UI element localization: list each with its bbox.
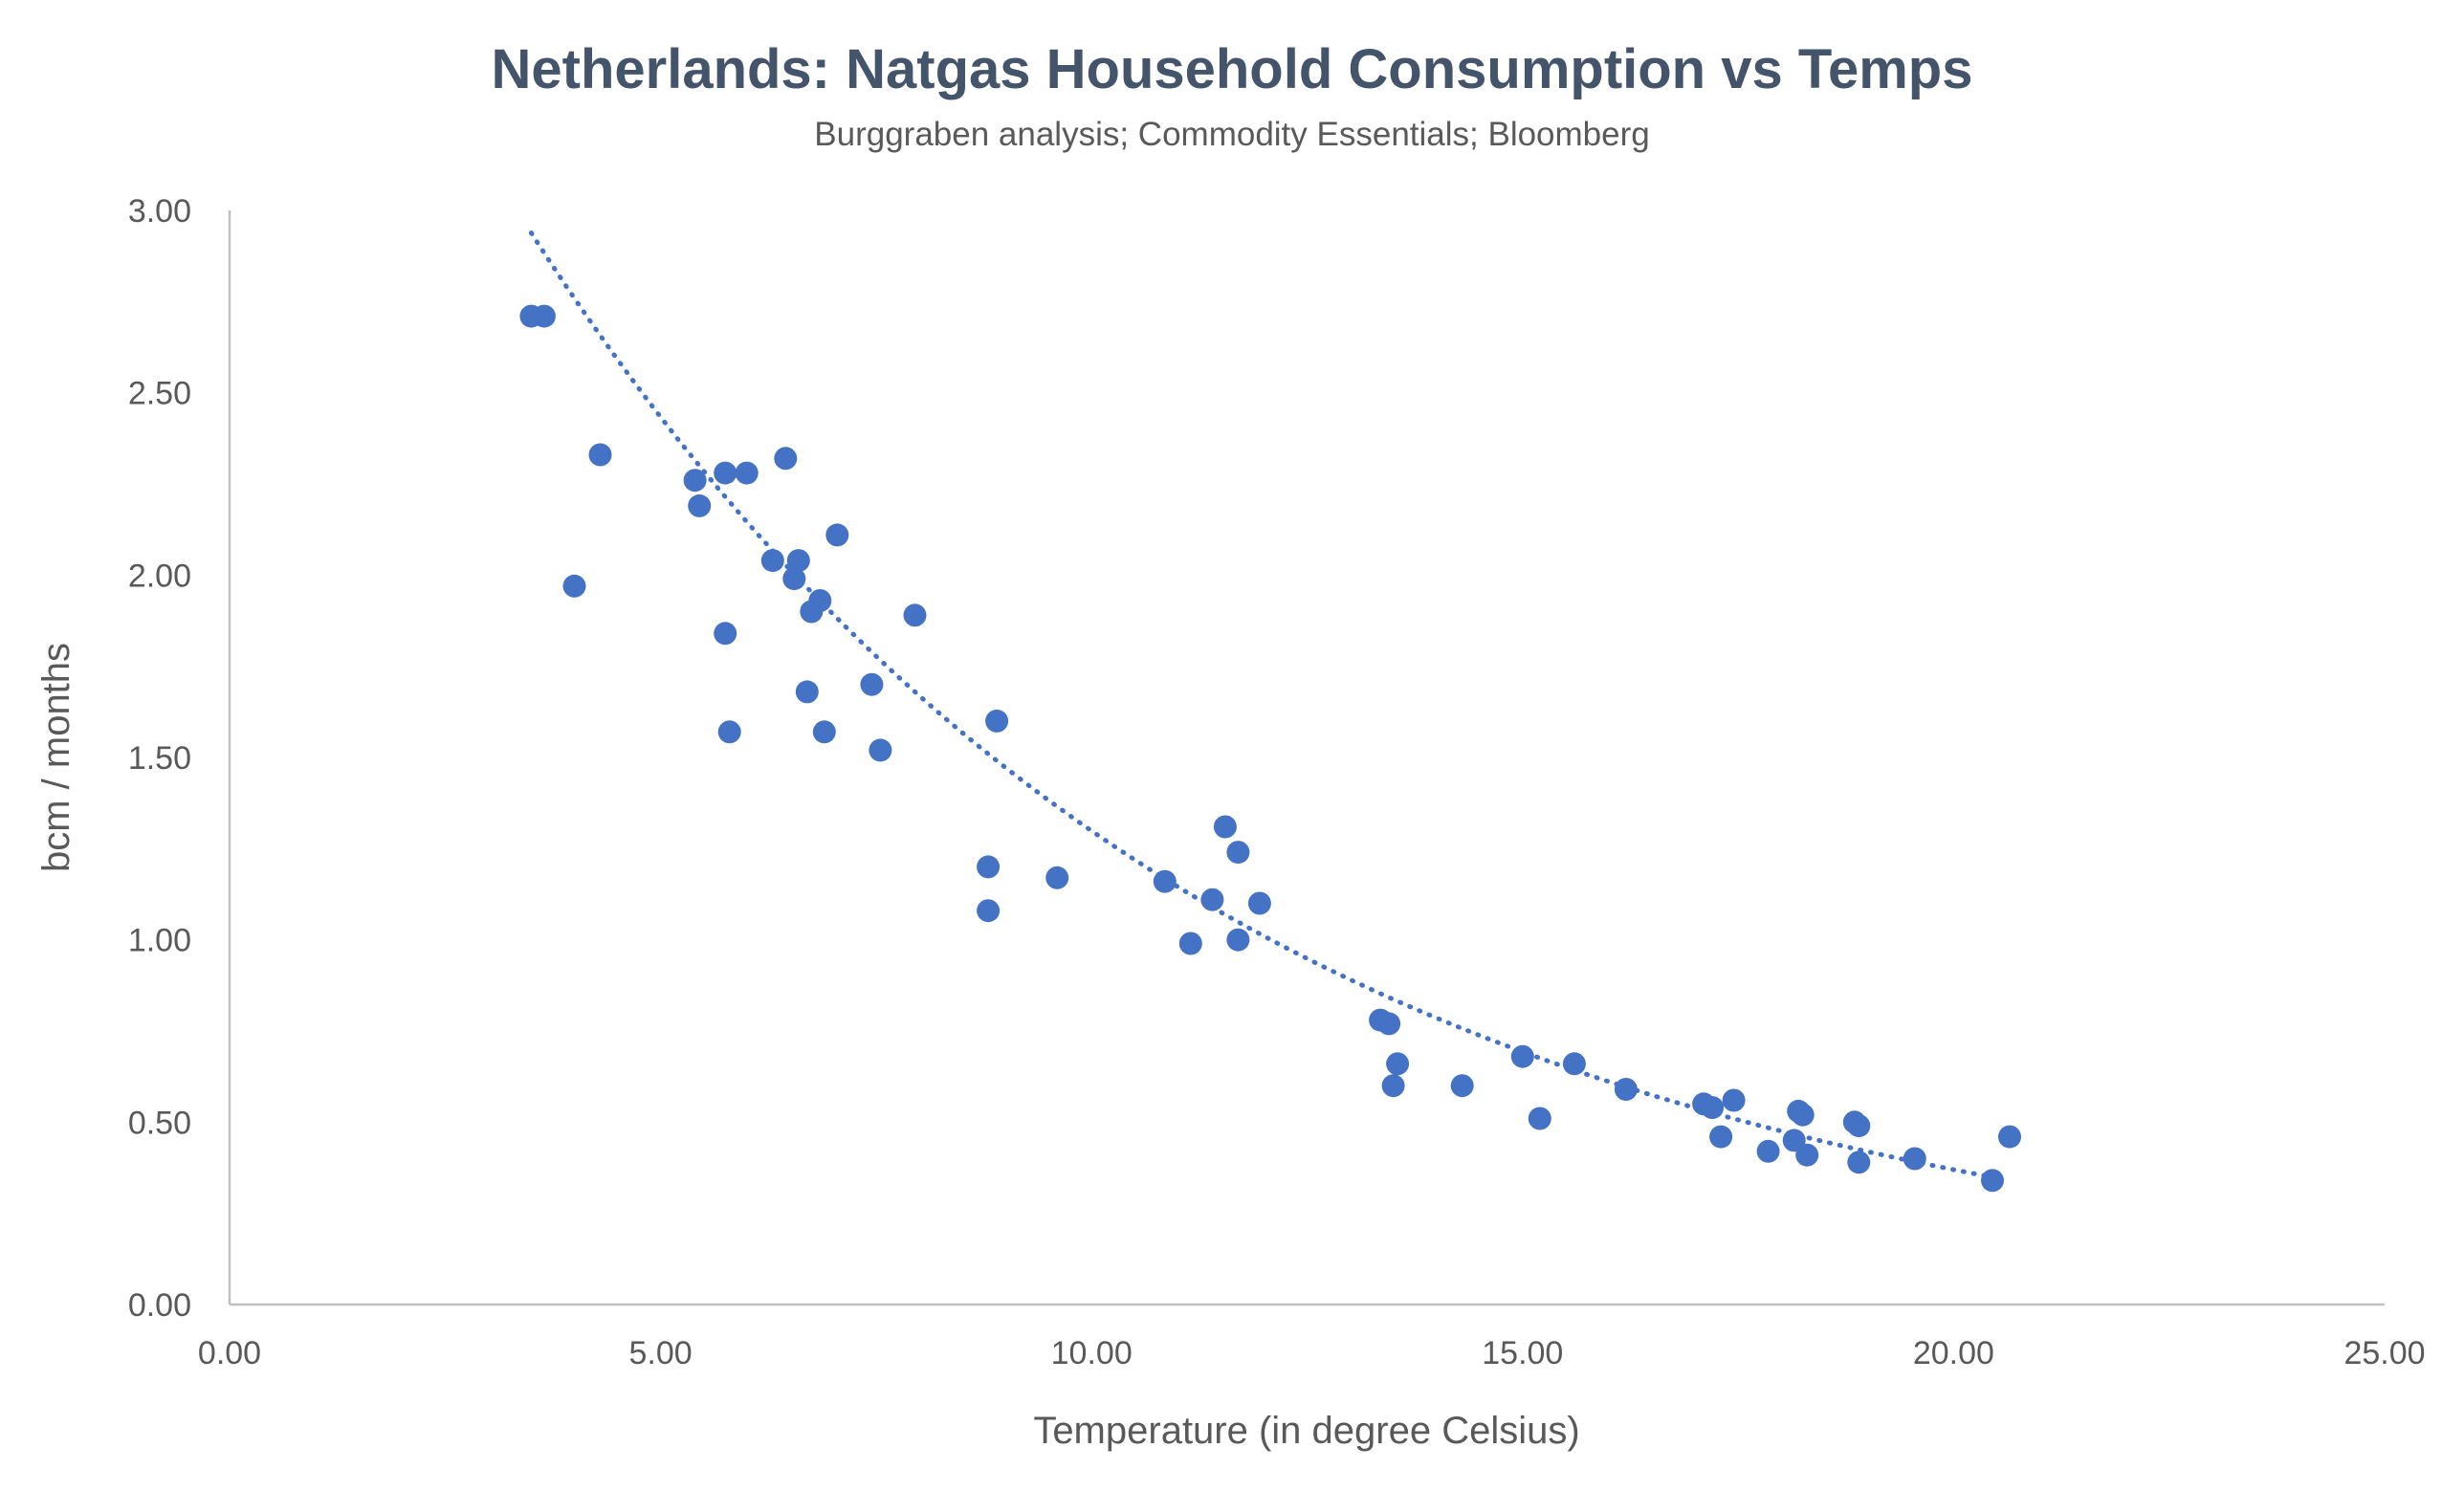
x-axis-title: Temperature (in degree Celsius) [1033, 1410, 1579, 1452]
data-point [1847, 1114, 1871, 1138]
data-point [1847, 1151, 1871, 1174]
data-point [1377, 1012, 1401, 1036]
data-point [808, 589, 832, 612]
data-point [1226, 928, 1250, 952]
data-point [1213, 815, 1237, 839]
x-tick-label: 15.00 [1482, 1335, 1563, 1371]
x-tick-label: 20.00 [1913, 1335, 1994, 1371]
y-tick-label: 2.50 [128, 376, 191, 412]
data-point [786, 549, 810, 573]
data-point [1510, 1044, 1534, 1068]
data-point [688, 493, 712, 517]
x-tick-label: 5.00 [629, 1335, 693, 1371]
data-point [1153, 869, 1177, 893]
data-point [782, 567, 806, 591]
y-tick-labels: 0.00 0.50 1.00 1.50 2.00 2.50 3.00 [128, 193, 191, 1324]
data-point [562, 574, 586, 598]
data-point [1226, 841, 1250, 865]
data-point [1756, 1139, 1780, 1163]
data-point [532, 304, 556, 328]
chart-subtitle: Burggraben analysis; Commodity Essential… [814, 116, 1649, 153]
data-point [683, 469, 707, 493]
x-tick-label: 25.00 [2343, 1335, 2425, 1371]
data-point [1528, 1107, 1551, 1130]
data-point [812, 720, 836, 744]
data-point [588, 443, 612, 467]
y-axis-title: bcm / months [35, 643, 77, 872]
data-point [714, 622, 737, 646]
data-point [1247, 891, 1271, 915]
data-point [903, 603, 927, 627]
data-point [735, 461, 759, 485]
y-tick-label: 0.00 [128, 1287, 191, 1324]
data-point [977, 855, 1001, 879]
data-point [1701, 1096, 1725, 1120]
data-points [519, 304, 2021, 1193]
data-point [774, 447, 798, 471]
data-point [1178, 932, 1202, 955]
trendline-layer [528, 230, 1999, 1181]
data-point [717, 720, 741, 744]
y-tick-label: 2.00 [128, 558, 191, 594]
data-point [869, 738, 892, 762]
data-point [1200, 888, 1224, 911]
data-point [1791, 1103, 1815, 1127]
data-point [1450, 1074, 1474, 1098]
data-point [1045, 866, 1069, 889]
x-tick-label: 10.00 [1051, 1335, 1133, 1371]
data-point [977, 899, 1001, 923]
data-point [1981, 1169, 2004, 1193]
chart-title: Netherlands: Natgas Household Consumptio… [491, 38, 1972, 100]
data-point [1386, 1052, 1410, 1076]
axes [228, 210, 2385, 1306]
y-tick-label: 0.50 [128, 1105, 191, 1141]
data-point [1614, 1078, 1638, 1101]
data-point [795, 680, 819, 704]
data-point [825, 523, 849, 547]
y-tick-label: 1.00 [128, 923, 191, 959]
data-point [860, 672, 884, 696]
data-point [985, 709, 1009, 733]
x-tick-label: 0.00 [198, 1335, 261, 1371]
data-point [1998, 1125, 2021, 1149]
data-point [760, 549, 784, 573]
data-point [714, 461, 737, 485]
data-point [1562, 1052, 1586, 1076]
data-point [1381, 1074, 1405, 1098]
data-point [1722, 1088, 1746, 1112]
data-point [1903, 1147, 1926, 1171]
x-tick-labels: 0.00 5.00 10.00 15.00 20.00 25.00 [198, 1335, 2426, 1371]
data-point [1795, 1143, 1819, 1167]
data-point [1709, 1125, 1733, 1149]
y-tick-label: 3.00 [128, 193, 191, 230]
y-tick-label: 1.50 [128, 740, 191, 777]
exponential-trendline [528, 230, 1999, 1181]
